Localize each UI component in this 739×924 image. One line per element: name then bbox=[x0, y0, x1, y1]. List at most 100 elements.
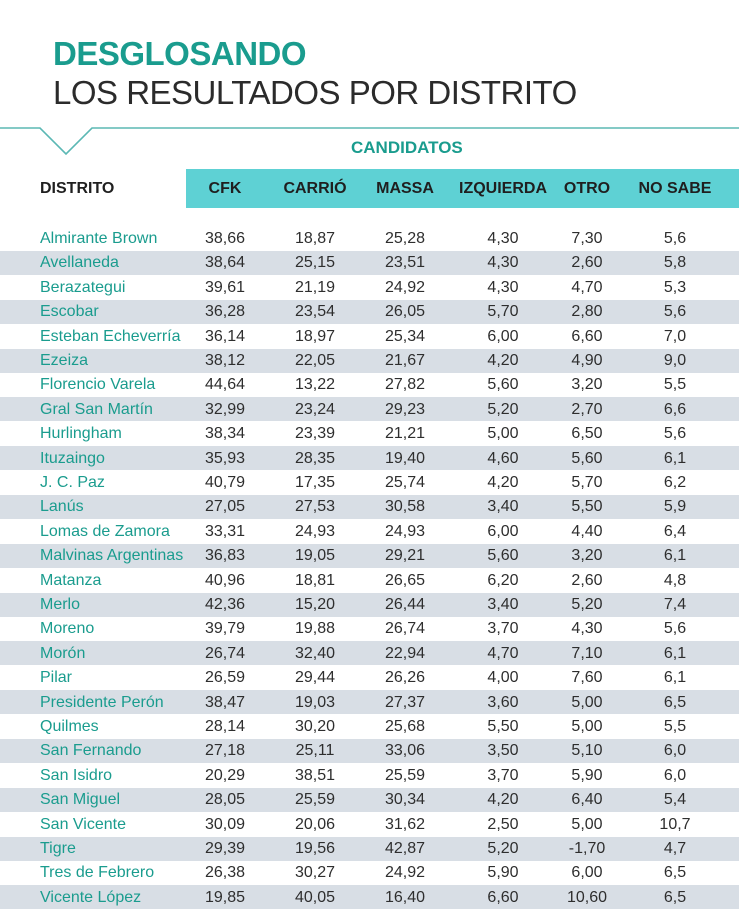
value-cell: 6,60 bbox=[571, 327, 603, 345]
value-cell: 19,56 bbox=[294, 840, 336, 857]
value-cell: 7,60 bbox=[571, 669, 603, 687]
value-cell: 38,12 bbox=[204, 352, 246, 369]
value-cell: 5,6 bbox=[663, 230, 687, 247]
value-cell: 5,20 bbox=[571, 596, 603, 613]
value-cell: 36,83 bbox=[204, 547, 246, 565]
value-cell: 3,50 bbox=[487, 742, 519, 760]
column-header-col-5: OTRO bbox=[563, 180, 611, 197]
table-row: Berazategui 39,61 21,19 24,92 4,30 4,70 5,3 bbox=[0, 276, 739, 300]
value-cell: 6,50 bbox=[571, 425, 603, 443]
value-cell: 35,93 bbox=[204, 449, 246, 467]
value-cell: 4,7 bbox=[663, 840, 687, 857]
row-stripe bbox=[0, 690, 739, 715]
value-cell: 19,03 bbox=[294, 693, 336, 711]
district-name: Ituzaingo bbox=[40, 449, 105, 467]
value-cell: 33,31 bbox=[204, 522, 246, 540]
district-name: Vicente López bbox=[40, 888, 142, 906]
value-cell: 6,1 bbox=[663, 449, 687, 467]
candidates-group-label: CANDIDATOS bbox=[351, 138, 463, 157]
value-cell: 5,6 bbox=[663, 425, 687, 443]
row-stripe bbox=[0, 787, 739, 812]
table-row: Hurlingham 38,34 23,39 21,21 5,00 6,50 5,6 bbox=[0, 422, 739, 446]
value-cell: 4,20 bbox=[487, 352, 519, 369]
value-cell: 30,20 bbox=[294, 718, 336, 735]
row-stripe bbox=[0, 836, 739, 861]
value-cell: 26,05 bbox=[384, 303, 426, 321]
row-stripe bbox=[0, 738, 739, 763]
column-header-distrito: DISTRITO bbox=[40, 180, 115, 197]
value-cell: 27,05 bbox=[204, 498, 246, 516]
value-cell: 6,4 bbox=[663, 522, 687, 540]
value-cell: 5,00 bbox=[487, 425, 519, 443]
value-cell: 5,3 bbox=[663, 278, 687, 296]
row-stripe bbox=[0, 299, 739, 324]
value-cell: 5,60 bbox=[487, 547, 519, 565]
value-cell: 38,51 bbox=[294, 766, 336, 784]
table-row: Matanza 40,96 18,81 26,65 6,20 2,60 4,8 bbox=[0, 569, 739, 593]
table-row: Lanús 27,05 27,53 30,58 3,40 5,50 5,9 bbox=[0, 495, 739, 519]
value-cell: 2,50 bbox=[487, 815, 519, 833]
column-header-col-6: NO SABE bbox=[638, 180, 712, 197]
value-cell: 25,59 bbox=[384, 766, 426, 784]
value-cell: 5,8 bbox=[663, 254, 687, 272]
value-cell: 22,05 bbox=[294, 352, 336, 369]
value-cell: 24,93 bbox=[384, 522, 426, 540]
table-row: Esteban Echeverría 36,14 18,97 25,34 6,00 6,6… bbox=[0, 325, 739, 349]
district-name: Berazategui bbox=[40, 278, 126, 296]
district-name: Lanús bbox=[40, 498, 84, 516]
value-cell: 7,0 bbox=[663, 327, 687, 345]
district-name: Merlo bbox=[40, 596, 81, 613]
value-cell: 29,23 bbox=[384, 400, 426, 418]
value-cell: 15,20 bbox=[294, 596, 336, 613]
value-cell: 28,35 bbox=[294, 449, 336, 467]
value-cell: 26,44 bbox=[384, 596, 426, 613]
value-cell: 5,5 bbox=[663, 376, 687, 394]
value-cell: 5,70 bbox=[571, 474, 603, 491]
value-cell: 5,90 bbox=[571, 766, 603, 784]
column-header-col-1: CFK bbox=[208, 180, 242, 197]
value-cell: 38,64 bbox=[204, 254, 246, 272]
value-cell: 3,60 bbox=[487, 693, 519, 711]
value-cell: 6,60 bbox=[487, 888, 519, 906]
value-cell: 5,70 bbox=[487, 303, 519, 321]
district-name: Gral San Martín bbox=[40, 400, 153, 418]
value-cell: 16,40 bbox=[384, 888, 426, 906]
value-cell: 6,1 bbox=[663, 644, 687, 662]
value-cell: 4,30 bbox=[487, 278, 519, 296]
value-cell: 5,60 bbox=[571, 449, 603, 467]
table-row: Merlo 42,36 15,20 26,44 3,40 5,20 7,4 bbox=[0, 593, 739, 617]
row-stripe bbox=[0, 885, 739, 910]
row-stripe bbox=[0, 397, 739, 422]
row-stripe bbox=[0, 446, 739, 471]
value-cell: 32,99 bbox=[204, 400, 246, 418]
value-cell: 2,80 bbox=[571, 303, 603, 321]
table-row: Malvinas Argentinas 36,83 19,05 29,21 5,60 3,… bbox=[0, 544, 739, 568]
value-cell: 9,0 bbox=[663, 352, 687, 369]
value-cell: 19,88 bbox=[294, 620, 336, 638]
value-cell: 5,10 bbox=[571, 742, 603, 760]
row-stripe bbox=[0, 641, 739, 666]
value-cell: 7,30 bbox=[571, 230, 603, 247]
value-cell: 18,81 bbox=[294, 571, 336, 589]
value-cell: 5,9 bbox=[663, 498, 687, 516]
value-cell: 26,74 bbox=[204, 644, 246, 662]
value-cell: 5,20 bbox=[487, 840, 519, 857]
value-cell: 26,26 bbox=[384, 669, 426, 687]
value-cell: 25,28 bbox=[384, 230, 426, 247]
table-row: Presidente Perón 38,47 19,03 27,37 3,60 5,00 6… bbox=[0, 691, 739, 715]
value-cell: 30,34 bbox=[384, 791, 426, 809]
value-cell: 6,5 bbox=[663, 693, 687, 711]
table-row: Ituzaingo 35,93 28,35 19,40 4,60 5,60 6,1 bbox=[0, 447, 739, 471]
value-cell: 40,96 bbox=[204, 571, 246, 589]
value-cell: 5,5 bbox=[663, 718, 687, 735]
district-name: Ezeiza bbox=[40, 352, 89, 369]
value-cell: 19,05 bbox=[294, 547, 336, 565]
value-cell: 28,05 bbox=[204, 791, 246, 809]
table-row: Gral San Martín 32,99 23,24 29,23 5,20 2,70 6,… bbox=[0, 398, 739, 422]
value-cell: 6,0 bbox=[663, 766, 687, 784]
value-cell: 21,21 bbox=[384, 425, 426, 443]
table-row: Tigre 29,39 19,56 42,87 5,20 -1,70 4,7 bbox=[0, 837, 739, 861]
value-cell: 2,60 bbox=[571, 571, 603, 589]
value-cell: 6,6 bbox=[663, 400, 687, 418]
value-cell: 7,10 bbox=[571, 644, 603, 662]
